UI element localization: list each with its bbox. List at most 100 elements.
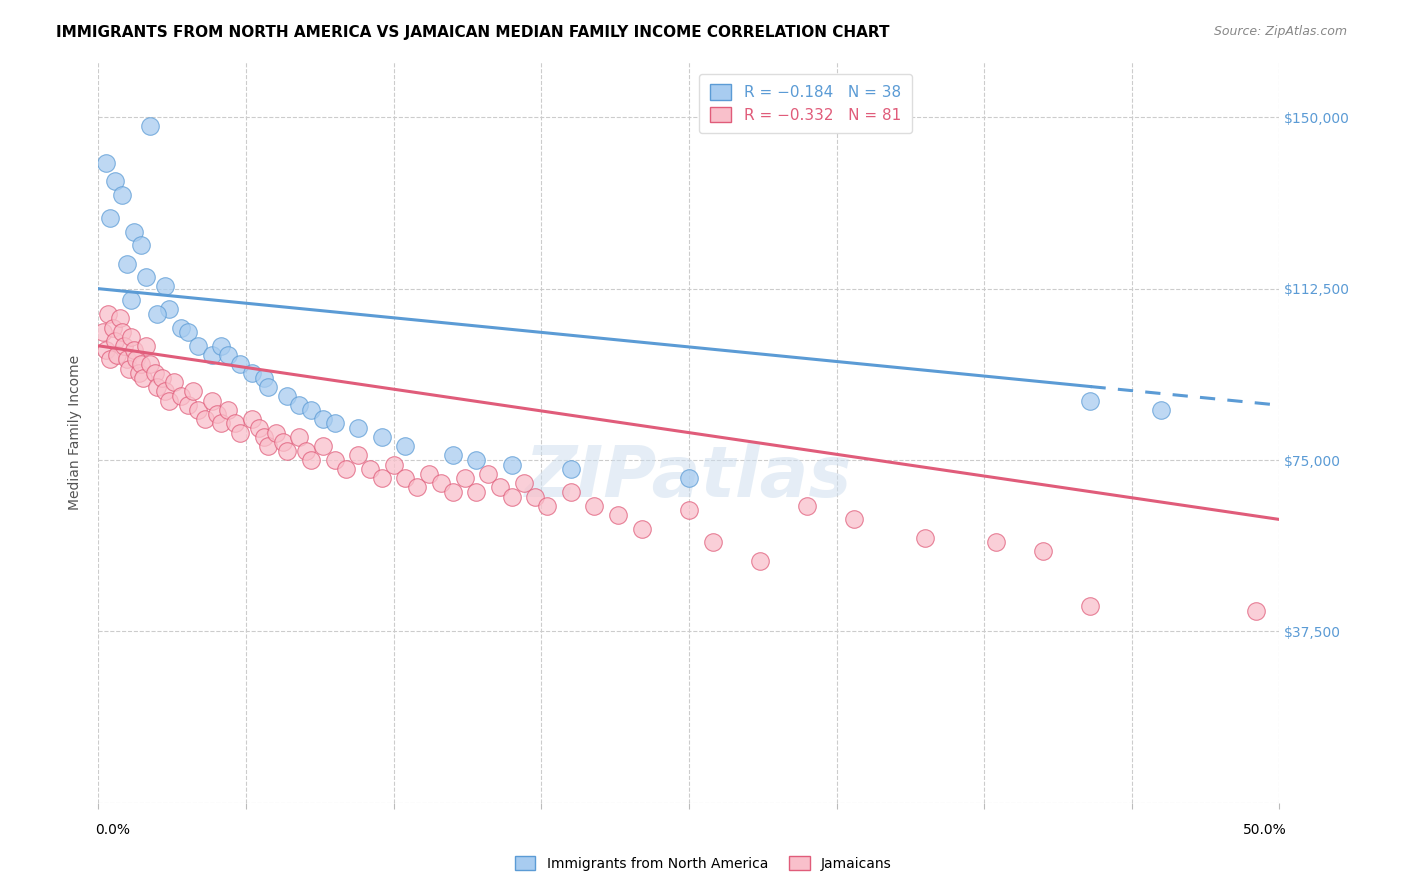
Point: [299, 453, 322, 467]
Point: [105, 348, 128, 362]
Point: [253, 430, 276, 444]
Point: [187, 339, 209, 353]
Point: [108, 311, 131, 326]
Point: [163, 376, 186, 390]
Point: [157, 302, 180, 317]
Point: [201, 393, 224, 408]
Point: [217, 402, 239, 417]
Point: [229, 357, 252, 371]
Point: [748, 553, 770, 567]
Text: IMMIGRANTS FROM NORTH AMERICA VS JAMAICAN MEDIAN FAMILY INCOME CORRELATION CHART: IMMIGRANTS FROM NORTH AMERICA VS JAMAICA…: [56, 25, 890, 40]
Point: [253, 371, 276, 385]
Point: [101, 320, 124, 334]
Point: [143, 366, 166, 380]
Point: [524, 490, 547, 504]
Point: [271, 434, 294, 449]
Point: [702, 535, 724, 549]
Point: [1150, 402, 1173, 417]
Point: [170, 389, 193, 403]
Point: [418, 467, 440, 481]
Point: [844, 512, 866, 526]
Point: [489, 480, 512, 494]
Point: [394, 471, 416, 485]
Point: [111, 188, 134, 202]
Point: [312, 439, 335, 453]
Point: [153, 279, 176, 293]
Point: [477, 467, 499, 481]
Text: Source: ZipAtlas.com: Source: ZipAtlas.com: [1213, 25, 1347, 38]
Point: [678, 471, 700, 485]
Point: [371, 430, 394, 444]
Point: [135, 270, 157, 285]
Point: [177, 398, 200, 412]
Point: [118, 361, 141, 376]
Point: [1080, 393, 1102, 408]
Point: [112, 339, 135, 353]
Point: [157, 393, 180, 408]
Point: [104, 334, 127, 349]
Point: [129, 238, 152, 252]
Point: [382, 458, 405, 472]
Point: [465, 485, 488, 500]
Point: [288, 398, 311, 412]
Point: [217, 348, 239, 362]
Point: [115, 352, 138, 367]
Point: [512, 475, 534, 490]
Point: [125, 352, 148, 367]
Point: [129, 357, 152, 371]
Point: [132, 371, 155, 385]
Point: [560, 462, 582, 476]
Point: [209, 339, 232, 353]
Point: [205, 408, 228, 422]
Text: ZIPatlas: ZIPatlas: [526, 442, 852, 511]
Point: [139, 357, 162, 371]
Legend: Immigrants from North America, Jamaicans: Immigrants from North America, Jamaicans: [508, 849, 898, 878]
Point: [796, 499, 818, 513]
Point: [501, 490, 523, 504]
Point: [98, 211, 121, 225]
Point: [501, 458, 523, 472]
Point: [187, 402, 209, 417]
Point: [209, 417, 232, 431]
Point: [1032, 544, 1054, 558]
Point: [98, 352, 121, 367]
Point: [122, 343, 145, 358]
Point: [406, 480, 429, 494]
Point: [240, 412, 263, 426]
Point: [347, 421, 370, 435]
Point: [347, 449, 370, 463]
Point: [583, 499, 606, 513]
Point: [240, 366, 263, 380]
Point: [299, 402, 322, 417]
Point: [465, 453, 488, 467]
Point: [914, 531, 936, 545]
Point: [394, 439, 416, 453]
Point: [359, 462, 381, 476]
Point: [181, 384, 204, 399]
Point: [146, 380, 169, 394]
Legend: R = −0.184   N = 38, R = −0.332   N = 81: R = −0.184 N = 38, R = −0.332 N = 81: [699, 74, 911, 133]
Point: [264, 425, 287, 440]
Point: [97, 307, 120, 321]
Point: [177, 325, 200, 339]
Text: 50.0%: 50.0%: [1243, 823, 1286, 837]
Point: [201, 348, 224, 362]
Point: [94, 343, 117, 358]
Point: [115, 256, 138, 270]
Point: [104, 174, 127, 188]
Text: 0.0%: 0.0%: [96, 823, 131, 837]
Point: [288, 430, 311, 444]
Point: [139, 120, 162, 134]
Point: [122, 225, 145, 239]
Point: [276, 443, 298, 458]
Point: [257, 380, 280, 394]
Point: [441, 449, 464, 463]
Point: [128, 366, 150, 380]
Point: [111, 325, 134, 339]
Point: [146, 307, 169, 321]
Point: [453, 471, 475, 485]
Point: [153, 384, 176, 399]
Point: [371, 471, 394, 485]
Point: [312, 412, 335, 426]
Point: [170, 320, 193, 334]
